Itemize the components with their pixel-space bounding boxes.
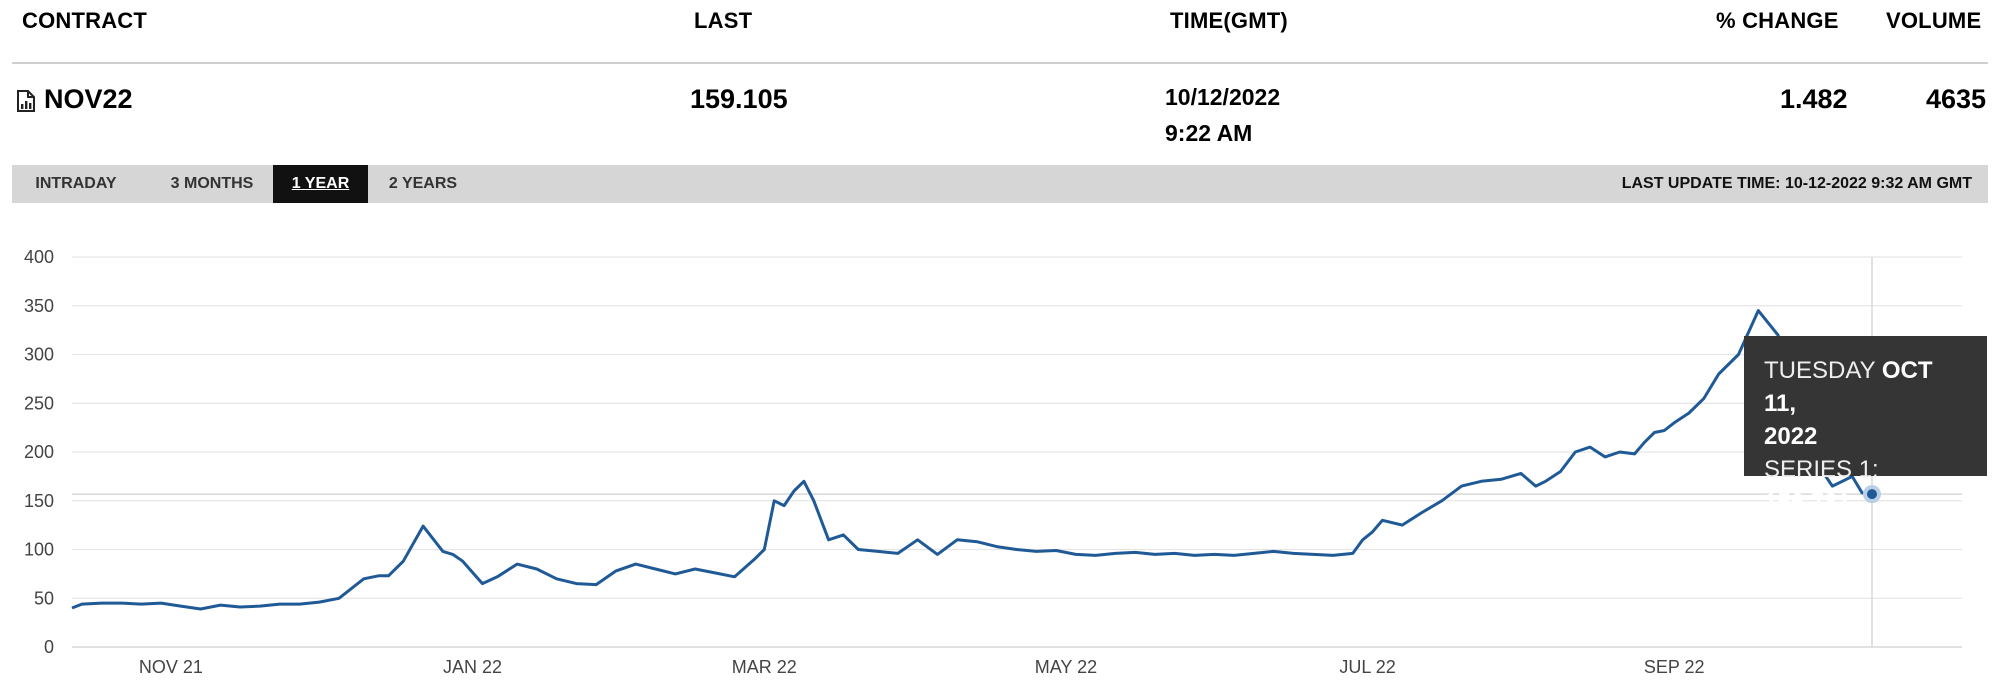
tab-2-years[interactable]: 2 YEARS (388, 175, 458, 192)
range-tab-bar: INTRADAY 3 MONTHS 1 YEAR 2 YEARS LAST UP… (12, 165, 1988, 203)
y-tick-label: 400 (24, 247, 54, 267)
header-contract: CONTRACT (22, 8, 148, 33)
tooltip-date: OCT 11, (1764, 357, 1933, 417)
x-tick-label: MAR 22 (732, 657, 797, 677)
percent-change: 1.482 (1780, 84, 1848, 114)
series-1-line[interactable] (71, 309, 1873, 611)
chart-document-icon[interactable] (16, 89, 36, 113)
price-chart: 0 50 100 150 200 250 300 350 400 NOV 21 JAN 22 MAR… (24, 247, 1962, 677)
y-tick-label: 350 (24, 296, 54, 316)
last-price: 159.105 (690, 84, 788, 114)
header-volume: VOLUME (1886, 8, 1982, 33)
last-update-time: LAST UPDATE TIME: 10-12-2022 9:32 AM GMT (1621, 175, 1972, 192)
tab-intraday[interactable]: INTRADAY (35, 175, 117, 192)
header-divider (12, 62, 1988, 64)
y-tick-label: 250 (24, 393, 54, 413)
tooltip-series-value: 156.781 (1764, 489, 1851, 516)
y-tick-label: 200 (24, 442, 54, 462)
tab-3-months[interactable]: 3 MONTHS (170, 175, 254, 192)
contract-name[interactable]: NOV22 (44, 84, 133, 114)
header-last: LAST (694, 8, 753, 33)
x-tick-label: JUL 22 (1339, 657, 1395, 677)
y-tick-label: 300 (24, 345, 54, 365)
trade-date: 10/12/2022 (1165, 84, 1281, 110)
tooltip-series-label: SERIES 1: (1764, 456, 1879, 483)
x-tick-label: JAN 22 (443, 657, 502, 677)
x-tick-label: SEP 22 (1644, 657, 1705, 677)
header-time: TIME(GMT) (1170, 8, 1288, 33)
tab-1-year[interactable]: 1 YEAR (273, 165, 368, 203)
volume-value: 4635 (1926, 84, 1987, 114)
y-tick-label: 50 (34, 588, 54, 608)
y-tick-label: 100 (24, 540, 54, 560)
x-tick-label: MAY 22 (1035, 657, 1097, 677)
y-tick-label: 150 (24, 491, 54, 511)
x-tick-label: NOV 21 (139, 657, 203, 677)
tooltip-day: TUESDAY (1764, 357, 1876, 384)
hover-tooltip: TUESDAY OCT 11, 2022 SERIES 1: 156.781 (1744, 336, 1987, 516)
y-tick-label: 0 (44, 637, 54, 657)
trade-time: 9:22 AM (1165, 120, 1253, 146)
hover-point[interactable] (1863, 485, 1881, 504)
tooltip-year: 2022 (1764, 423, 1818, 450)
header-change: % CHANGE (1716, 8, 1839, 33)
